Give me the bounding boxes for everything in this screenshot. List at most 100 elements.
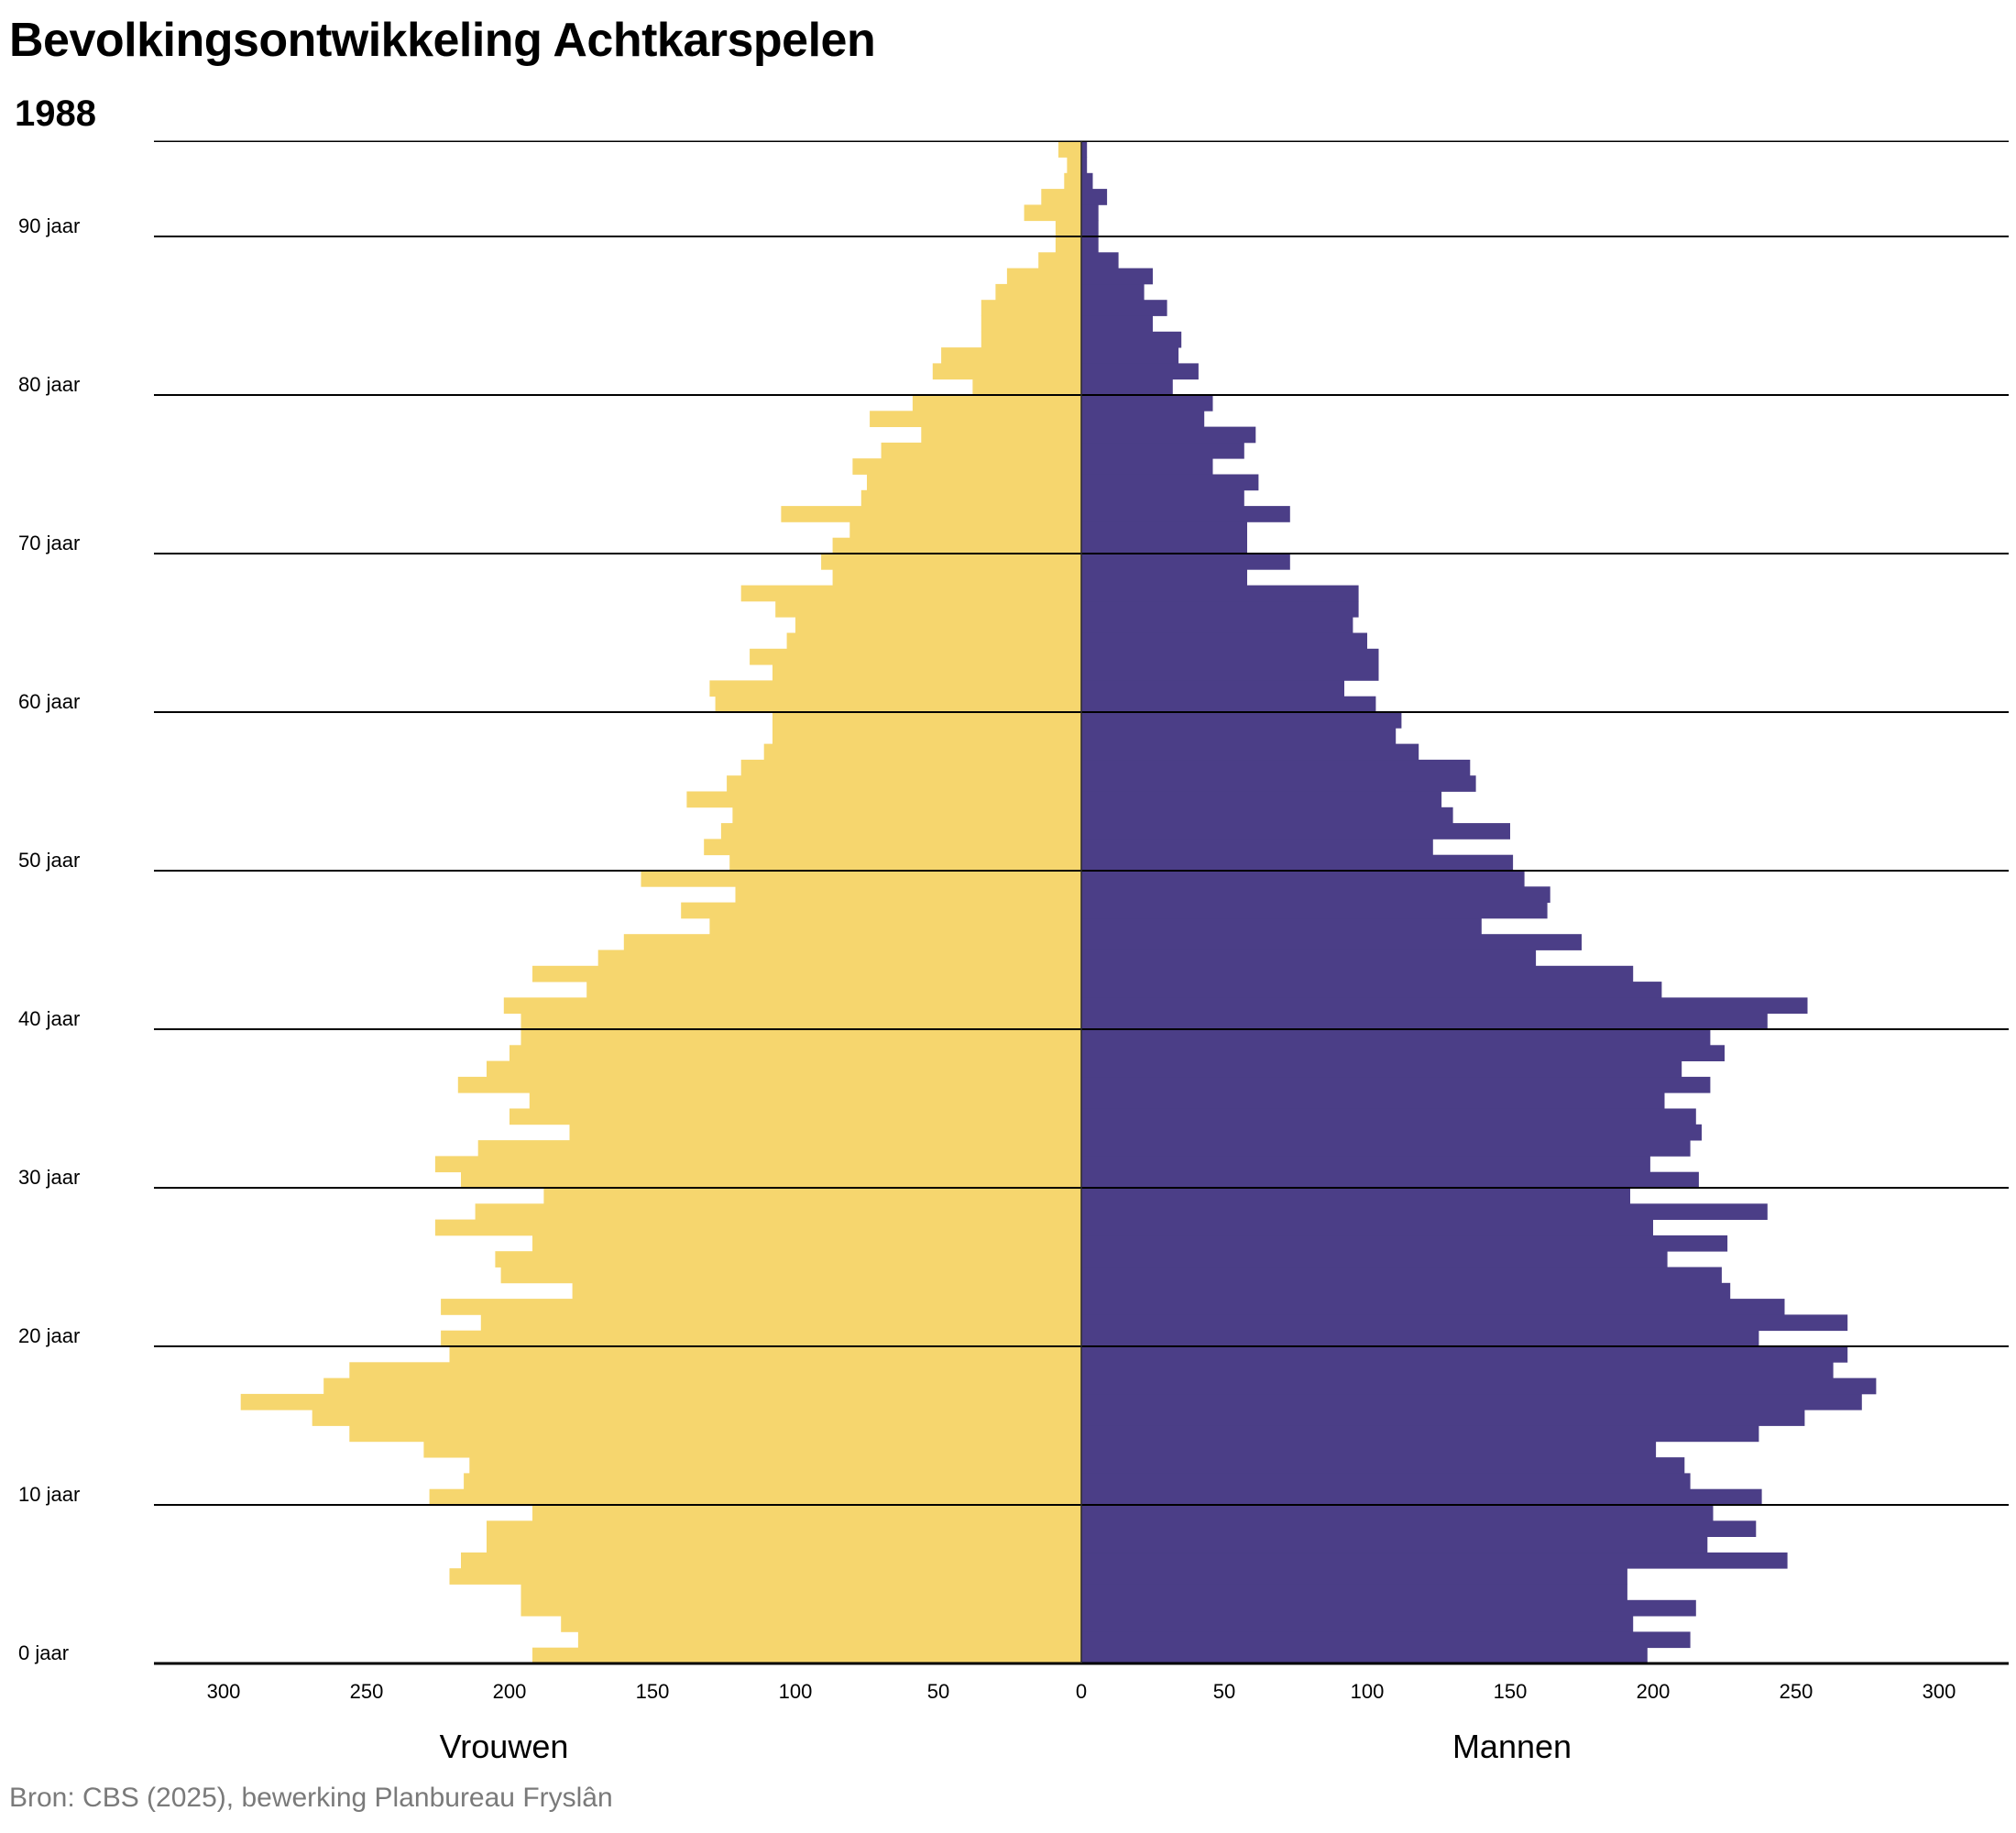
bar-vrouwen-age-23	[572, 1282, 1081, 1300]
bar-vrouwen-age-91	[1024, 204, 1081, 222]
bar-mannen-age-15	[1081, 1410, 1805, 1426]
bar-vrouwen-age-14	[349, 1425, 1081, 1443]
bar-mannen-age-9	[1081, 1505, 1714, 1521]
bar-mannen-age-7	[1081, 1536, 1708, 1553]
bar-vrouwen-age-1	[577, 1631, 1081, 1649]
bar-vrouwen-age-39	[520, 1029, 1081, 1046]
bar-vrouwen-age-56	[740, 759, 1081, 776]
bar-vrouwen-age-65	[795, 617, 1081, 633]
bar-mannen-age-58	[1081, 728, 1397, 744]
bar-mannen-age-61	[1081, 680, 1344, 697]
bar-mannen-age-47	[1081, 902, 1548, 919]
bar-mannen-age-36	[1081, 1076, 1711, 1093]
bar-mannen-age-86	[1081, 283, 1145, 301]
y-tick-label: 10 jaar	[18, 1483, 80, 1506]
bar-vrouwen-age-0	[532, 1647, 1081, 1664]
bar-vrouwen-age-6	[461, 1552, 1081, 1569]
bar-mannen-age-92	[1081, 189, 1108, 205]
bar-vrouwen-age-13	[423, 1441, 1081, 1458]
bar-vrouwen-age-75	[852, 458, 1081, 475]
bar-mannen-age-0	[1081, 1647, 1648, 1664]
bar-mannen-age-63	[1081, 648, 1379, 665]
bar-vrouwen-age-66	[775, 600, 1081, 618]
bar-vrouwen-age-93	[1064, 172, 1081, 190]
bar-vrouwen-age-70	[832, 537, 1081, 554]
bar-vrouwen-age-51	[704, 839, 1081, 856]
bar-mannen-age-23	[1081, 1282, 1731, 1300]
bar-vrouwen-age-32	[477, 1140, 1081, 1157]
x-axis-labels: 300 250 200 150 100 50 0 50 100 150 200 250 300	[207, 1680, 1956, 1703]
y-tick-label: 40 jaar	[18, 1007, 80, 1030]
bar-vrouwen-age-84	[981, 315, 1081, 333]
bar-mannen-age-17	[1081, 1377, 1877, 1395]
bar-vrouwen-age-15	[312, 1410, 1081, 1426]
bar-mannen-age-13	[1081, 1441, 1657, 1458]
bar-vrouwen-age-92	[1041, 189, 1081, 205]
x-tick-label: 50	[927, 1680, 949, 1703]
y-tick-label: 60 jaar	[18, 690, 80, 713]
bar-mannen-age-11	[1081, 1473, 1691, 1490]
bar-mannen-age-91	[1081, 204, 1099, 222]
source-note: Bron: CBS (2025), bewerking Planbureau F…	[9, 1783, 613, 1813]
bar-mannen-age-78	[1081, 411, 1205, 427]
bar-vrouwen-age-8	[487, 1520, 1081, 1537]
bar-vrouwen-age-62	[772, 664, 1081, 681]
bar-vrouwen-age-53	[732, 807, 1081, 824]
bar-mannen-age-48	[1081, 886, 1550, 903]
bar-vrouwen-age-88	[1038, 252, 1081, 269]
bar-mannen-age-68	[1081, 569, 1247, 586]
bar-vrouwen-age-95	[1058, 141, 1081, 158]
bar-vrouwen-age-76	[881, 442, 1081, 459]
bar-vrouwen-age-71	[849, 521, 1081, 539]
bar-vrouwen-age-22	[441, 1299, 1082, 1315]
bar-vrouwen-age-78	[870, 411, 1081, 427]
bar-vrouwen-age-73	[860, 489, 1081, 507]
bar-mannen-age-8	[1081, 1520, 1757, 1537]
bar-mannen-age-70	[1081, 537, 1247, 554]
y-tick-label: 90 jaar	[18, 214, 80, 237]
bar-mannen-age-93	[1081, 172, 1093, 190]
bar-mannen-age-20	[1081, 1330, 1759, 1347]
bar-vrouwen-age-10	[429, 1488, 1082, 1506]
bar-mannen-age-44	[1081, 949, 1537, 967]
x-tick-label: 200	[493, 1680, 527, 1703]
x-tick-label: 150	[1494, 1680, 1528, 1703]
bar-mannen-age-18	[1081, 1362, 1834, 1378]
bar-mannen-age-76	[1081, 442, 1244, 459]
bar-mannen-age-14	[1081, 1425, 1759, 1443]
bar-mannen-age-45	[1081, 934, 1582, 950]
bar-mannen-age-37	[1081, 1060, 1682, 1078]
legend-vrouwen: Vrouwen	[440, 1728, 569, 1765]
bar-mannen-age-85	[1081, 300, 1167, 316]
bar-mannen-age-52	[1081, 823, 1510, 840]
bar-mannen-age-26	[1081, 1235, 1728, 1252]
bar-mannen-age-62	[1081, 664, 1379, 681]
bar-mannen-age-22	[1081, 1299, 1785, 1315]
bar-mannen-age-39	[1081, 1029, 1711, 1046]
bar-vrouwen-age-94	[1067, 157, 1081, 174]
bar-mannen-age-25	[1081, 1251, 1668, 1268]
bar-vrouwen-age-64	[786, 632, 1081, 650]
bar-mannen-age-66	[1081, 600, 1359, 618]
legend-mannen: Mannen	[1452, 1728, 1572, 1765]
bar-vrouwen-age-77	[921, 426, 1081, 444]
bar-mannen-age-90	[1081, 220, 1099, 237]
bar-mannen-age-81	[1081, 363, 1199, 380]
bar-vrouwen-age-33	[569, 1124, 1081, 1141]
bar-mannen-age-40	[1081, 1013, 1768, 1030]
bar-mannen-age-29	[1081, 1188, 1630, 1204]
y-tick-label: 70 jaar	[18, 532, 80, 554]
bar-vrouwen-age-85	[981, 300, 1081, 316]
x-tick-label: 100	[779, 1680, 813, 1703]
bar-mannen-age-30	[1081, 1171, 1699, 1189]
bar-vrouwen-age-82	[941, 347, 1081, 364]
bar-mannen-age-43	[1081, 965, 1634, 982]
bar-vrouwen-age-89	[1055, 236, 1081, 253]
bar-vrouwen-age-2	[561, 1616, 1081, 1632]
bar-vrouwen-age-41	[503, 997, 1081, 1015]
bar-vrouwen-age-63	[750, 648, 1081, 665]
bar-mannen-age-56	[1081, 759, 1471, 776]
bar-mannen-age-53	[1081, 807, 1453, 824]
gridlines	[154, 140, 2009, 1665]
bar-vrouwen-age-72	[781, 506, 1081, 522]
